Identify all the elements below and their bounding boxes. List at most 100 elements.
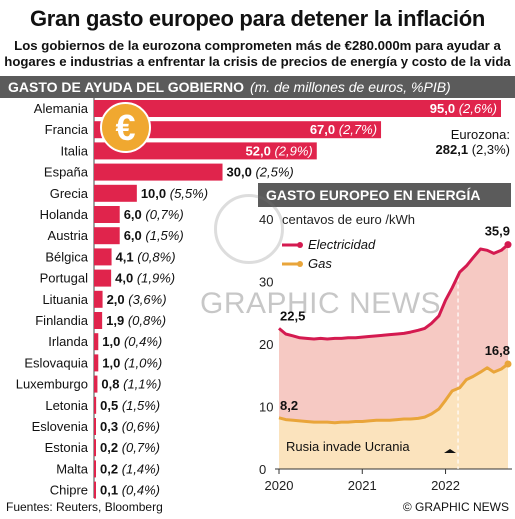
bar (94, 312, 103, 329)
bar (94, 290, 103, 308)
electricity-start-label: 22,5 (280, 308, 305, 323)
bar-value-label: 2,0 (3,6%) (107, 292, 167, 307)
legend-marker (297, 261, 303, 267)
electricity-end-label: 35,9 (485, 224, 510, 239)
gas-line (278, 362, 509, 425)
bar (94, 354, 99, 372)
electricity-line (278, 243, 509, 341)
bar (94, 418, 96, 435)
category-label: Portugal (40, 271, 89, 286)
bar-value-label: 0,1 (0,4%) (100, 483, 160, 498)
category-label: Bélgica (45, 249, 88, 264)
bar-chart-title: GASTO DE AYUDA DEL GOBIERNO (m. de millon… (8, 79, 451, 95)
category-label: Finlandia (35, 313, 89, 328)
y-tick-label: 0 (259, 462, 266, 477)
x-tick-label: 2021 (348, 478, 377, 493)
category-label: Austria (48, 228, 89, 243)
bar-value-label: 1,0 (1,0%) (102, 355, 162, 370)
bar (94, 142, 317, 160)
category-label: Francia (45, 122, 89, 137)
bar-chart: Alemania 95,0 (2,6%) Francia 67,0 (2,7%) Ita… (16, 98, 501, 499)
bar-value-label: 67,0 (2,7%) (310, 122, 377, 137)
x-tick-label: 2020 (265, 478, 294, 493)
bar-value-label: 0,3 (0,6%) (100, 419, 160, 434)
y-tick-label: 20 (259, 337, 273, 352)
bar-value-label: 95,0 (2,6%) (430, 101, 497, 116)
bar (94, 439, 96, 457)
graphic-news-logo (214, 194, 284, 264)
annotation-label: Rusia invade Ucrania (286, 439, 410, 454)
bar-value-label: 0,8 (1,1%) (101, 377, 161, 392)
energy-chart-header: GASTO EUROPEO EN ENERGÍA (258, 183, 511, 207)
bar-value-label: 4,1 (0,8%) (116, 249, 176, 264)
bar (94, 206, 120, 223)
bar-value-label: 10,0 (5,5%) (141, 186, 208, 201)
bar (94, 248, 112, 266)
category-label: Holanda (40, 207, 89, 222)
page-title: Gran gasto europeo para detener la infla… (29, 6, 486, 31)
bar (94, 269, 112, 287)
euro-icon: € (100, 102, 151, 153)
gas-end-label: 16,8 (485, 343, 510, 358)
bar-value-label: 52,0 (2,9%) (246, 143, 313, 158)
page-subtitle: Los gobiernos de la eurozona comprometen… (4, 38, 511, 69)
category-label: Grecia (50, 186, 89, 201)
bar-value-label: 6,0 (1,5%) (124, 228, 184, 243)
bar-value-label: 1,9 (0,8%) (106, 313, 166, 328)
category-label: Chipre (50, 483, 88, 498)
bar (94, 100, 501, 117)
category-label: Eslovenia (32, 419, 89, 434)
category-label: Lituania (42, 292, 88, 307)
bar (94, 333, 99, 351)
bar (94, 375, 98, 393)
gas-area (279, 364, 508, 469)
category-label: Irlanda (48, 334, 89, 349)
y-tick-label: 30 (259, 275, 273, 290)
gas-start-label: 8,2 (280, 398, 298, 413)
annotation-arrow-icon (444, 449, 457, 453)
bar (94, 460, 96, 478)
bar-value-label: 6,0 (0,7%) (124, 207, 184, 222)
bar-value-label: 4,0 (1,9%) (115, 271, 175, 286)
source-note: Fuentes: Reuters, Bloomberg (6, 500, 163, 514)
bar-value-label: 1,0 (0,4%) (102, 334, 162, 349)
category-label: Luxemburgo (16, 377, 88, 392)
bar (94, 396, 97, 414)
legend-label: Electricidad (308, 237, 376, 252)
category-label: Alemania (34, 101, 89, 116)
bar-chart-header: GASTO DE AYUDA DEL GOBIERNO (m. de millon… (0, 76, 515, 98)
bar-chart-units: (m. de millones de euros, %PIB) (249, 79, 451, 95)
eurozone-label: Eurozona: (450, 127, 510, 142)
category-label: Estonia (45, 440, 89, 455)
bar (94, 481, 96, 499)
legend-label: Gas (308, 256, 332, 271)
category-label: Eslovaquia (24, 355, 88, 370)
electricity-end-point (504, 241, 512, 249)
energy-chart-title: GASTO EUROPEO EN ENERGÍA (266, 187, 481, 203)
x-tick-label: 2022 (431, 478, 460, 493)
bar-value-label: 0,2 (0,7%) (100, 440, 160, 455)
eurozone-total: Eurozona: 282,1 (2,3%) (402, 127, 510, 157)
bar-value-label: 0,2 (1,4%) (100, 461, 160, 476)
bar (94, 227, 120, 245)
y-axis-unit: centavos de euro /kWh (282, 212, 415, 227)
bar-chart-title-text: GASTO DE AYUDA DEL GOBIERNO (8, 79, 244, 95)
bar-value-label: 0,5 (1,5%) (100, 398, 160, 413)
bar (94, 121, 382, 139)
category-label: España (44, 165, 89, 180)
category-label: Letonia (45, 398, 88, 413)
legend-marker (297, 242, 303, 248)
watermark: GRAPHIC NEWS (200, 287, 442, 320)
gas-end-point (504, 360, 512, 368)
eurozone-pct: (2,3%) (471, 142, 510, 157)
category-label: Italia (61, 143, 89, 158)
electricity-area (279, 244, 508, 423)
eurozone-value: 282,1 (435, 142, 469, 157)
bar-value-label: 30,0 (2,5%) (227, 165, 294, 180)
bar (94, 184, 137, 202)
category-label: Malta (56, 461, 89, 476)
y-tick-label: 10 (259, 400, 273, 415)
bar (94, 163, 223, 181)
credit: © GRAPHIC NEWS (402, 500, 509, 514)
